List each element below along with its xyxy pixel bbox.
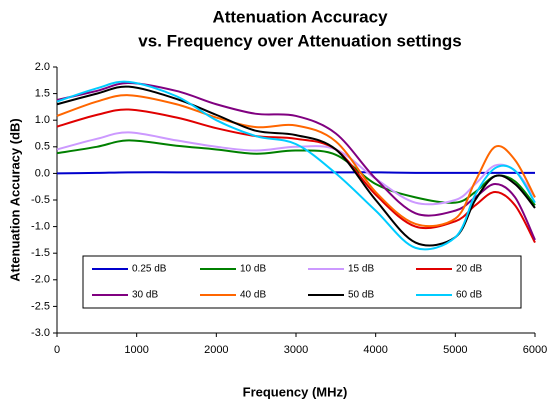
y-tick-label: 0.0 [35,167,50,179]
legend-label: 60 dB [456,290,482,301]
legend-label: 40 dB [240,290,266,301]
y-tick-label: -3.0 [31,327,50,339]
x-axis-title: Frequency (MHz) [243,384,348,399]
legend-label: 0.25 dB [132,264,167,275]
y-tick-label: -1.0 [31,221,50,233]
x-tick-label: 0 [54,344,60,356]
x-tick-label: 1000 [124,344,148,356]
x-tick-label: 5000 [443,344,467,356]
legend-label: 10 dB [240,264,266,275]
legend-label: 30 dB [132,290,158,301]
y-axis-title: Attenuation Accuracy (dB) [7,118,22,281]
chart-title: Attenuation Accuracy [212,7,388,26]
legend-label: 15 dB [348,264,374,275]
legend-box [82,255,522,309]
y-tick-label: -2.0 [31,274,50,286]
series-line [56,85,536,247]
y-tick-label: -1.5 [31,247,50,259]
series-line [56,80,536,251]
series-line [56,94,536,228]
y-tick-label: 0.5 [35,141,50,153]
series-line [56,171,535,175]
legend-label: 20 dB [456,264,482,275]
y-tick-label: -0.5 [31,194,50,206]
x-tick-label: 3000 [284,344,308,356]
x-tick-label: 2000 [204,344,228,356]
y-tick-label: 1.5 [35,88,50,100]
chart-title: vs. Frequency over Attenuation settings [138,31,461,50]
x-tick-label: 6000 [523,344,547,356]
y-tick-label: 2.0 [35,61,50,73]
y-tick-label: -2.5 [31,300,50,312]
legend-label: 50 dB [348,290,374,301]
x-tick-label: 4000 [363,344,387,356]
y-tick-label: 1.0 [35,114,50,126]
